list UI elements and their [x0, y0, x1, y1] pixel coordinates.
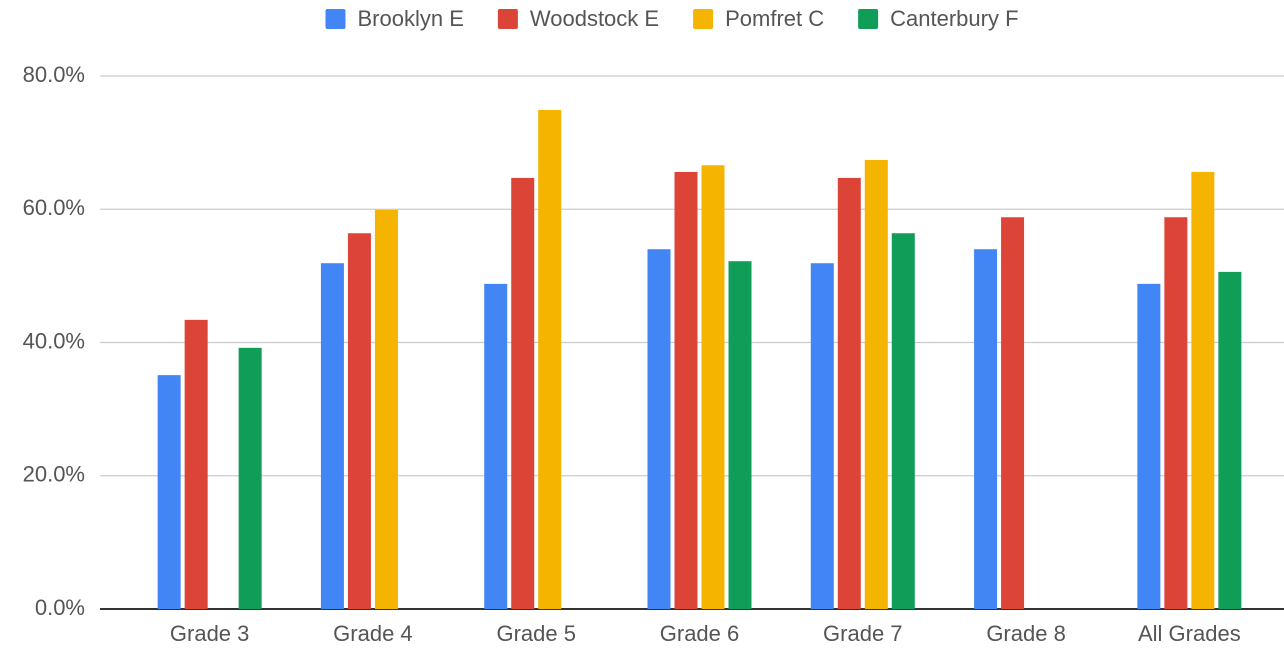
- legend-label: Brooklyn E: [357, 6, 463, 31]
- legend-swatch: [693, 9, 714, 29]
- bar: [674, 171, 698, 609]
- bar: [484, 283, 508, 609]
- legend-label: Woodstock E: [530, 6, 659, 31]
- bar: [374, 209, 398, 609]
- bar: [974, 249, 998, 609]
- bar: [701, 165, 725, 609]
- x-tick-label: Grade 8: [986, 621, 1066, 646]
- bar: [511, 177, 535, 609]
- legend-label: Pomfret C: [725, 6, 824, 31]
- bar: [891, 233, 915, 610]
- x-tick-label: Grade 4: [333, 621, 413, 646]
- legend-label: Canterbury F: [890, 6, 1018, 31]
- y-tick-label: 60.0%: [23, 195, 85, 220]
- bar: [864, 159, 888, 609]
- bar: [1137, 283, 1161, 609]
- bar: [647, 249, 671, 609]
- bar: [184, 319, 208, 609]
- x-tick-label: All Grades: [1138, 621, 1241, 646]
- bar: [1001, 217, 1025, 609]
- bar: [347, 233, 371, 610]
- y-tick-label: 40.0%: [23, 328, 85, 353]
- legend-swatch: [325, 9, 346, 29]
- bar: [837, 177, 861, 609]
- y-tick-label: 20.0%: [23, 462, 85, 487]
- bar: [320, 263, 344, 609]
- bar: [1191, 171, 1215, 609]
- x-tick-label: Grade 7: [823, 621, 903, 646]
- bar: [538, 109, 562, 609]
- y-tick-label: 80.0%: [23, 62, 85, 87]
- bar: [238, 347, 262, 609]
- x-tick-label: Grade 3: [170, 621, 250, 646]
- bar: [1164, 217, 1188, 609]
- x-tick-label: Grade 6: [660, 621, 740, 646]
- bar: [1218, 271, 1242, 609]
- bar: [728, 261, 752, 609]
- x-tick-label: Grade 5: [496, 621, 576, 646]
- bar: [810, 263, 834, 609]
- legend-swatch: [858, 9, 879, 29]
- bar: [157, 375, 181, 609]
- legend-swatch: [497, 9, 518, 29]
- y-tick-label: 0.0%: [35, 595, 85, 620]
